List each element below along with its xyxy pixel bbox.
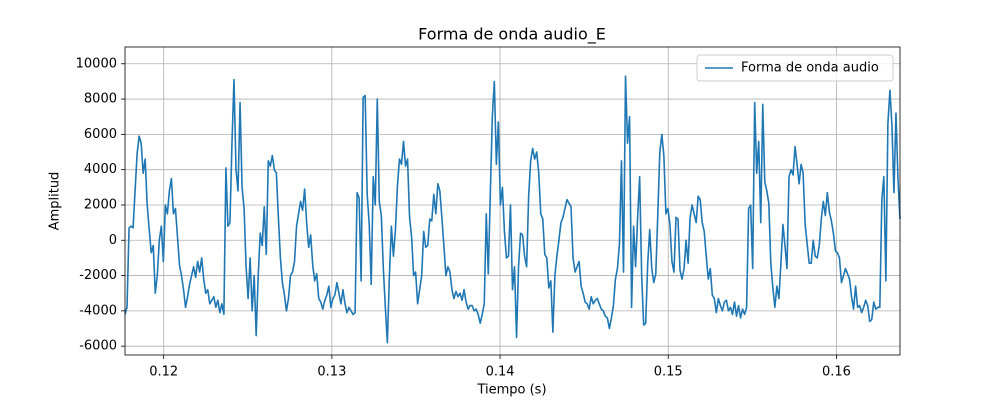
y-tick-label: -4000 <box>79 303 117 318</box>
x-axis-label: Tiempo (s) <box>476 383 546 398</box>
y-tick-label: 8000 <box>84 92 117 107</box>
y-tick-label: -6000 <box>79 339 117 354</box>
y-tick-label: 0 <box>109 233 117 248</box>
x-tick-label: 0.15 <box>654 365 683 380</box>
y-tick-label: 10000 <box>76 56 117 71</box>
x-tick-label: 0.14 <box>486 365 515 380</box>
x-tick-label: 0.16 <box>822 365 851 380</box>
legend-label: Forma de onda audio <box>741 61 879 76</box>
x-tick-label: 0.13 <box>317 365 346 380</box>
y-tick-label: 6000 <box>84 127 117 142</box>
legend-box <box>696 54 894 82</box>
plot-frame <box>124 46 901 356</box>
x-tick-label: 0.12 <box>149 365 178 380</box>
y-tick-label: 2000 <box>84 197 117 212</box>
y-tick-label: 4000 <box>84 162 117 177</box>
series-line <box>124 75 901 344</box>
chart-title: Forma de onda audio_E <box>418 25 606 45</box>
y-axis-label: Amplitud <box>48 172 63 231</box>
y-tick-label: -2000 <box>79 268 117 283</box>
